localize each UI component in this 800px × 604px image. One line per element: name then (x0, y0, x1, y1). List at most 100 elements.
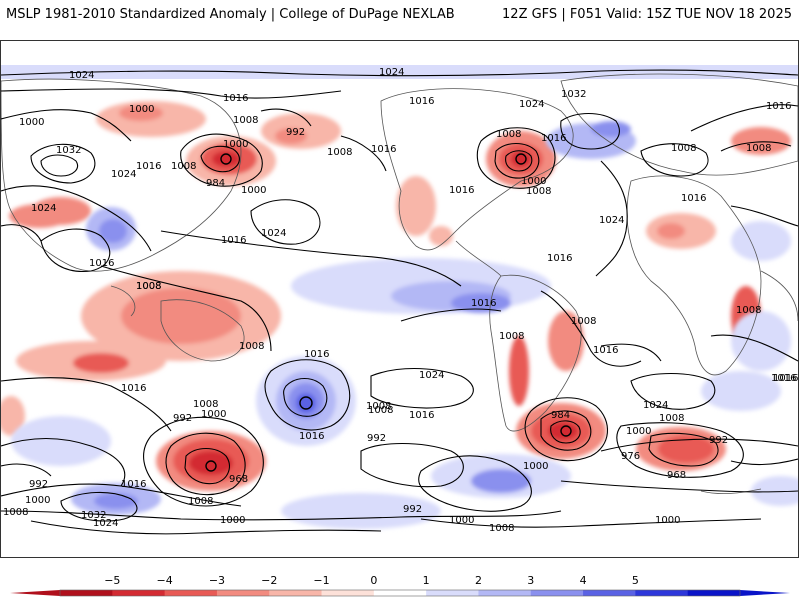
isobar-label: 1016 (471, 298, 496, 309)
isobar-label: 1008 (489, 523, 514, 534)
isobar-label: 1032 (81, 510, 106, 521)
isobar-label: 1016 (409, 410, 434, 421)
isobar-label: 1008 (736, 305, 761, 316)
isobar-label: 1008 (171, 161, 196, 172)
isobar-label: 1008 (188, 496, 213, 507)
legend-low-arrow (10, 590, 60, 596)
isobar-label: 1008 (327, 147, 352, 158)
isobar-label: 1008 (746, 143, 771, 154)
isobar-label: 1024 (93, 518, 118, 529)
isobar-label: 992 (403, 504, 422, 515)
isobar-label: 1024 (599, 215, 624, 226)
low-pressure-centre (560, 425, 572, 437)
legend-tick-label: −4 (157, 574, 173, 587)
isobar-label: 1000 (655, 515, 680, 526)
isobar-label: 1024 (111, 169, 136, 180)
isobar-label: 1016 (221, 235, 246, 246)
positive-anomaly-band (1, 65, 798, 79)
isobar-label: 1000 (449, 515, 474, 526)
legend-color-swatch (321, 590, 375, 596)
map-title: MSLP 1981-2010 Standardized Anomaly | Co… (6, 7, 455, 22)
isobar-label: 1016 (593, 345, 618, 356)
low-pressure-centre (205, 460, 217, 472)
isobar-label: 992 (173, 413, 192, 424)
isobar-label: 1008 (659, 413, 684, 424)
isobar-label: 984 (206, 178, 225, 189)
legend-tick-label: 2 (475, 574, 482, 587)
legend-tick-label: −3 (209, 574, 225, 587)
isobar-label: 992 (286, 127, 305, 138)
isobar-labels: 1024 1024 1016 1016 1008 1000 1000 992 1… (3, 67, 798, 534)
isobar-label: 1008 (233, 115, 258, 126)
isobar-label: 992 (29, 479, 48, 490)
high-pressure-centre (299, 396, 313, 410)
isobar-label: 1008 (671, 143, 696, 154)
isobar-label: 1016 (773, 373, 798, 384)
legend-color-swatch (530, 590, 584, 596)
isobar-label: 1016 (449, 185, 474, 196)
legend-bar-outline (59, 589, 741, 597)
isobar-label: 1016 (409, 96, 434, 107)
isobar-label: 968 (667, 470, 686, 481)
legend-color-swatch (426, 590, 479, 596)
isobar-label: 1032 (56, 145, 81, 156)
isobar-label: 1000 (201, 409, 226, 420)
isobar-label: 1008 (496, 129, 521, 140)
low-pressure-centre (220, 153, 232, 165)
isobar-label: 1000 (129, 104, 154, 115)
isobar-label: 1016 (121, 479, 146, 490)
isobar-label: 992 (709, 435, 728, 446)
isobar-label: 1000 (626, 426, 651, 437)
pressure-centres (205, 153, 572, 472)
legend-tick-label: 1 (423, 574, 430, 587)
isobar-label: 1032 (561, 89, 586, 100)
isobar-label: 1016 (136, 161, 161, 172)
isobar-label: 1024 (261, 228, 286, 239)
legend-tick-label: 5 (632, 574, 639, 587)
isobar-label: 1000 (25, 495, 50, 506)
color-scale-legend: −5 −4 −3 −2 −1 0 1 2 3 4 5 (0, 570, 800, 600)
low-pressure-centre (515, 153, 527, 165)
coastlines (1, 73, 798, 495)
isobar-label: 1016 (766, 101, 791, 112)
isobar-label: 1008 (136, 281, 161, 292)
isobar-label: 976 (621, 451, 640, 462)
model-run-info: 12Z GFS | F051 Valid: 15Z TUE NOV 18 202… (502, 7, 792, 22)
legend-tick-label: 3 (527, 574, 534, 587)
isobar-label: 1024 (379, 67, 404, 78)
isobar-label: 1024 (419, 370, 444, 381)
isobar-label: 1016 (304, 349, 329, 360)
isobar-label: 1000 (241, 185, 266, 196)
isobar-label: 1016 (681, 193, 706, 204)
isobar-label: 1008 (499, 331, 524, 342)
isobar-label: 1000 (220, 515, 245, 526)
isobar-label: 1008 (368, 405, 393, 416)
isobar-label: 992 (367, 433, 386, 444)
isobar-label: 1008 (366, 401, 391, 412)
legend-color-swatch (687, 590, 741, 596)
isobar-label: 1008 (3, 507, 28, 518)
isobar-label: 1000 (223, 139, 248, 150)
legend-tick-label: 0 (370, 574, 377, 587)
map-panel: 1024 1024 1016 1016 1008 1000 1000 992 1… (0, 40, 799, 558)
legend-tick-labels: −5 −4 −3 −2 −1 0 1 2 3 4 5 (104, 574, 639, 587)
positive-anomaly-areas (11, 121, 798, 529)
isobar-label: 1024 (31, 203, 56, 214)
isobar-label: 1008 (136, 281, 161, 292)
legend-color-swatch (269, 590, 323, 596)
isobar-label: 1008 (239, 341, 264, 352)
anomaly-map: 1024 1024 1016 1016 1008 1000 1000 992 1… (1, 65, 798, 535)
isobar-label: 1000 (521, 176, 546, 187)
legend-tick-label: 4 (580, 574, 587, 587)
legend-color-swatch (216, 590, 270, 596)
isobar-label: 968 (229, 474, 248, 485)
isobar-label: 1016 (89, 258, 114, 269)
isobar-label: 1016 (547, 253, 572, 264)
isobar-label: 1000 (523, 461, 548, 472)
isobar-label: 984 (551, 410, 570, 421)
isobar-label: 1016 (371, 144, 396, 155)
legend-color-bar (10, 589, 790, 597)
legend-tick-label: −1 (313, 574, 329, 587)
legend-color-swatch (583, 590, 636, 596)
legend-color-swatch (164, 590, 218, 596)
